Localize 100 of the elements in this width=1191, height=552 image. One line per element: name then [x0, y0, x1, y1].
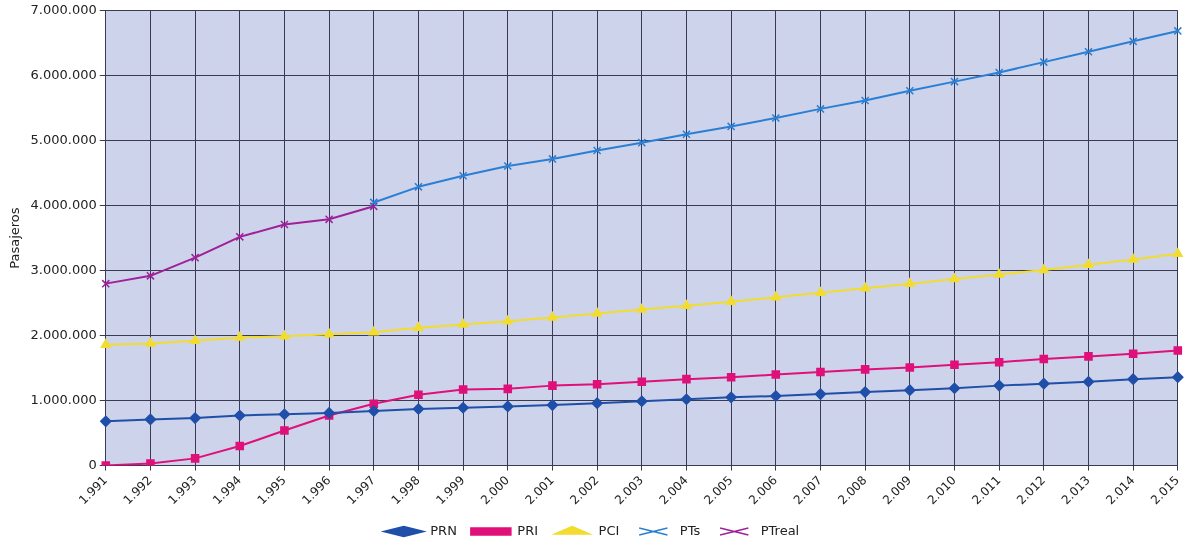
point: [770, 291, 781, 301]
point: [1173, 26, 1183, 36]
point: [503, 161, 513, 171]
point: [994, 357, 1004, 367]
point: [368, 405, 380, 417]
point: [860, 282, 871, 292]
point: [904, 384, 916, 396]
point: [994, 268, 1005, 278]
point: [100, 415, 112, 428]
y-tick-label: 1.000.000: [30, 391, 97, 407]
point: [637, 138, 647, 147]
point: [682, 129, 691, 139]
point: [949, 273, 960, 283]
y-tick-label: 4.000.000: [30, 197, 97, 213]
point: [726, 296, 737, 306]
y-tick-label: 2.000.000: [30, 326, 97, 342]
point: [1127, 373, 1139, 385]
point: [770, 390, 782, 402]
legend-label: PTreal: [760, 522, 800, 538]
point: [324, 328, 335, 338]
point: [816, 104, 825, 114]
point: [1082, 375, 1095, 388]
point: [859, 386, 871, 398]
point: [1038, 264, 1049, 274]
point: [1128, 253, 1139, 263]
point: [235, 232, 245, 242]
point: [816, 367, 825, 377]
point: [190, 335, 201, 345]
point: [414, 390, 423, 399]
point: [368, 326, 379, 336]
point: [950, 77, 959, 86]
point: [101, 279, 111, 288]
point: [904, 277, 915, 287]
point: [1039, 354, 1049, 364]
point: [771, 370, 781, 379]
point: [234, 331, 245, 341]
point: [503, 384, 513, 394]
point: [190, 454, 200, 463]
point: [458, 318, 469, 328]
point: [905, 363, 915, 372]
legend-label: PTs: [679, 522, 701, 538]
point: [146, 271, 155, 281]
point: [1173, 346, 1183, 355]
point: [369, 198, 379, 207]
point: [323, 407, 335, 419]
point: [726, 122, 736, 131]
point: [1084, 47, 1093, 57]
point: [457, 401, 469, 414]
point: [725, 391, 737, 404]
point: [1084, 352, 1093, 361]
point: [412, 403, 425, 415]
point: [1083, 259, 1094, 269]
point: [814, 388, 827, 400]
point: [145, 337, 156, 347]
point: [950, 360, 959, 370]
point: [637, 377, 647, 387]
y-tick-label: 5.000.000: [30, 132, 97, 148]
point: [144, 413, 157, 426]
point: [592, 146, 602, 155]
point: [771, 113, 781, 123]
point: [1128, 37, 1138, 46]
point: [682, 374, 691, 384]
point: [592, 380, 602, 389]
y-tick-label: 0: [88, 456, 97, 472]
point: [279, 330, 290, 340]
point: [189, 412, 201, 424]
y-tick-label: 6.000.000: [30, 67, 97, 83]
point: [413, 322, 424, 332]
point: [548, 381, 557, 390]
point: [458, 385, 468, 394]
point: [726, 372, 736, 382]
point: [905, 86, 915, 95]
point: [546, 399, 559, 411]
point: [369, 202, 379, 211]
point: [1038, 377, 1050, 390]
point: [636, 303, 647, 313]
point: [636, 395, 648, 407]
legend-label: PRI: [517, 522, 539, 538]
point: [680, 393, 693, 406]
point: [591, 397, 603, 409]
point: [681, 299, 692, 309]
point: [1128, 349, 1138, 359]
y-tick-label: 7.000.000: [30, 2, 97, 18]
legend-label: PCI: [598, 522, 620, 538]
point: [146, 459, 155, 466]
point: [280, 220, 289, 229]
point: [278, 408, 291, 420]
point: [1039, 57, 1049, 67]
point: [994, 68, 1004, 77]
legend-label: PRN: [430, 522, 457, 538]
point: [860, 365, 870, 374]
point: [100, 338, 111, 348]
point: [1172, 248, 1183, 257]
point: [458, 171, 468, 181]
point: [502, 315, 513, 325]
point: [547, 311, 558, 321]
point: [280, 426, 289, 435]
point: [190, 253, 200, 262]
point: [324, 215, 334, 224]
y-axis-title: Pasajeros: [7, 207, 23, 269]
